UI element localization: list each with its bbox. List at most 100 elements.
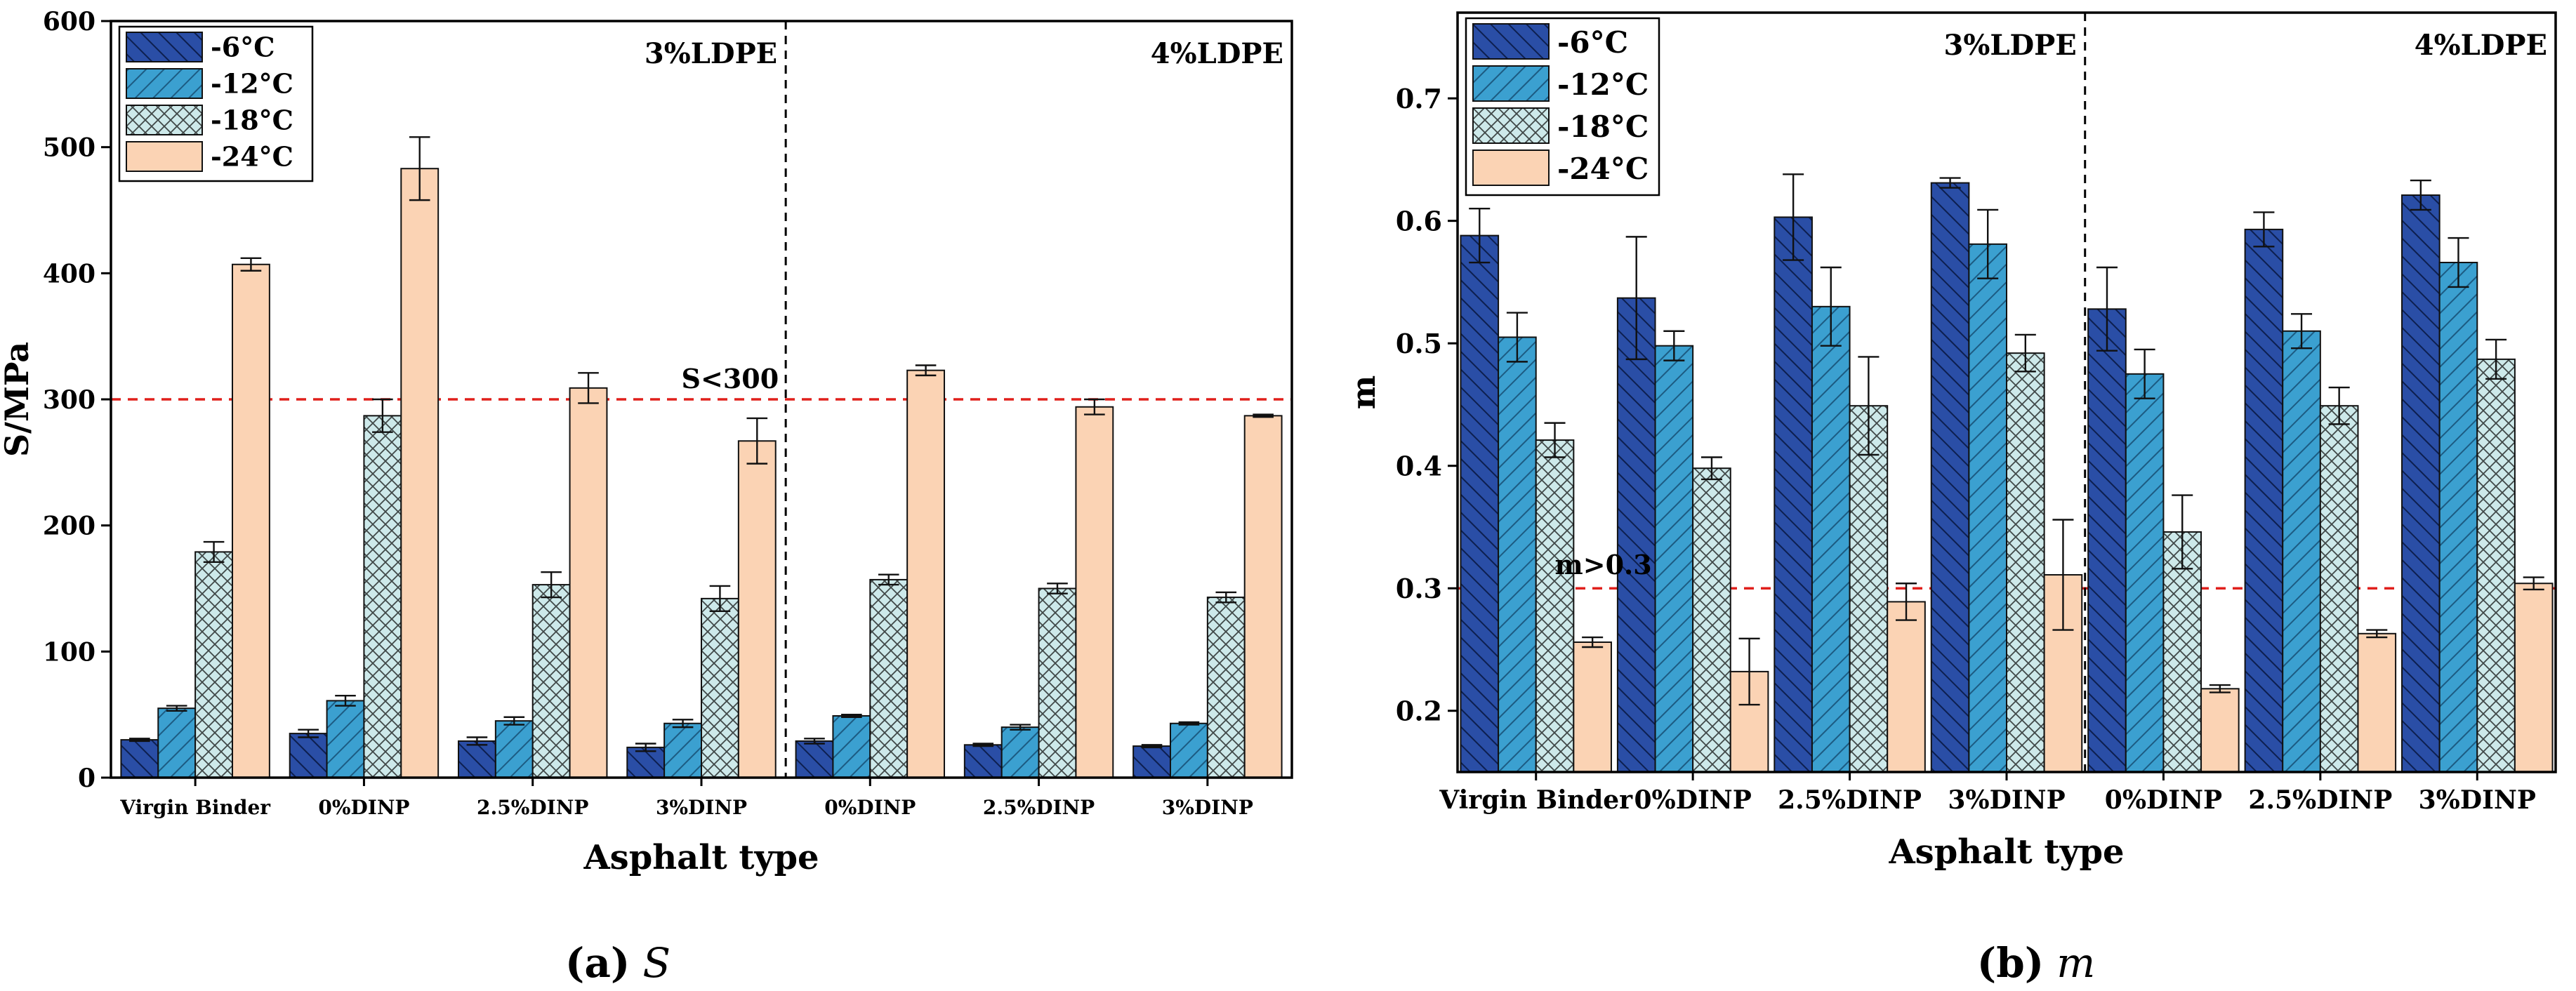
group-label: 4%LDPE: [1151, 37, 1283, 70]
bar-hatch-fwd: [663, 722, 703, 778]
bar-cross: [1692, 467, 1731, 773]
legend-swatch: [126, 68, 203, 99]
legend-swatch: [1472, 65, 1550, 102]
x-tick-label: 0%DINP: [1634, 785, 1751, 815]
y-tick-label: 0.5: [1396, 328, 1442, 359]
bar-cross: [194, 551, 234, 778]
x-tick-label: 2.5%DINP: [1778, 785, 1922, 815]
bar-cross: [1038, 587, 1077, 778]
bar-hatch-back: [1132, 745, 1171, 779]
y-tick-label: 600: [43, 7, 95, 36]
bar-hatch-fwd: [157, 707, 197, 779]
bar-hatch-fwd: [326, 700, 365, 778]
legend-label: -24°C: [211, 140, 293, 172]
panel-caption: (a) S: [565, 939, 671, 987]
bar-hatch-back: [289, 733, 328, 779]
x-tick-label: 0%DINP: [318, 796, 409, 819]
bar-hatch-back: [2087, 308, 2127, 773]
bar-hatch-back: [1774, 216, 1813, 773]
legend-label: -18°C: [211, 104, 293, 135]
bar-solid: [2200, 688, 2240, 773]
legend-swatch: [126, 141, 203, 172]
legend-label: -6°C: [1557, 25, 1628, 60]
bar-cross: [1849, 405, 1889, 773]
x-tick-label: 3%DINP: [1162, 796, 1253, 819]
bar-hatch-fwd: [1169, 722, 1208, 778]
bar-hatch-fwd: [1654, 345, 1694, 773]
legend-label: -18°C: [1557, 109, 1649, 144]
x-axis-title: Asphalt type: [1888, 832, 2124, 872]
y-tick-label: 0.6: [1396, 205, 1442, 237]
bar-hatch-fwd: [1498, 336, 1537, 773]
x-tick-label: 2.5%DINP: [2248, 785, 2392, 815]
bar-hatch-back: [457, 740, 496, 778]
panel-caption-symbol: S: [642, 939, 671, 987]
y-tick-label: 0.7: [1396, 83, 1442, 114]
bar-hatch-fwd: [1000, 726, 1040, 778]
bar-hatch-back: [1930, 182, 1970, 773]
x-tick-label: 0%DINP: [824, 796, 916, 819]
legend-label: -12°C: [1557, 67, 1649, 102]
bar-cross: [363, 415, 402, 778]
x-tick-label: 3%DINP: [2419, 785, 2536, 815]
bar-hatch-back: [120, 739, 159, 778]
bar-hatch-back: [2244, 228, 2284, 773]
y-tick-label: 0.4: [1396, 450, 1442, 481]
bar-hatch-back: [963, 744, 1003, 778]
bar-solid: [400, 168, 440, 778]
group-label: 3%LDPE: [1943, 29, 2076, 62]
bar-solid: [1075, 406, 1114, 778]
group-label: 4%LDPE: [2415, 29, 2547, 62]
bar-cross: [701, 597, 739, 779]
bar-cross: [2162, 531, 2202, 773]
x-tick-label: Virgin Binder: [1439, 785, 1633, 815]
y-tick-label: 200: [43, 512, 95, 541]
x-tick-label: 3%DINP: [1948, 785, 2065, 815]
x-axis-title: Asphalt type: [583, 838, 819, 877]
bar-hatch-fwd: [832, 714, 871, 778]
threshold-label: S<300: [682, 363, 779, 394]
y-tick-label: 0.2: [1396, 695, 1442, 726]
bar-cross: [2319, 405, 2359, 773]
y-tick-label: 300: [43, 385, 95, 415]
bar-cross: [2006, 352, 2045, 773]
legend-swatch: [126, 105, 203, 135]
bar-hatch-fwd: [2282, 330, 2321, 773]
bar-solid: [2514, 583, 2554, 773]
y-tick-label: 400: [43, 259, 95, 288]
legend-swatch: [1472, 23, 1550, 60]
y-tick-label: 0: [78, 764, 95, 793]
bar-solid: [737, 440, 777, 778]
bar-hatch-back: [1616, 297, 1656, 773]
legend-swatch: [126, 32, 203, 62]
y-tick-label: 0.3: [1396, 573, 1442, 604]
bar-cross: [1535, 439, 1575, 773]
legend-label: -12°C: [211, 67, 293, 99]
bar-hatch-fwd: [2125, 373, 2165, 773]
bar-solid: [1887, 601, 1926, 773]
bar-solid: [1243, 415, 1283, 778]
bar-cross: [869, 578, 909, 778]
panel-caption-label: (a): [565, 939, 630, 987]
x-tick-label: 3%DINP: [656, 796, 747, 819]
bar-solid: [232, 263, 270, 778]
x-tick-label: 0%DINP: [2105, 785, 2222, 815]
panel-s-chart: 0 100 200 300 400 500 600 Virgin Binder 0%DINP 2.…: [0, 7, 1293, 987]
bar-cross: [531, 584, 571, 778]
y-axis-title: m: [1345, 375, 1382, 410]
bar-hatch-fwd: [1811, 305, 1851, 773]
bar-solid: [569, 387, 608, 778]
panel-caption-label: (b): [1977, 939, 2044, 987]
bar-solid: [1573, 641, 1612, 773]
bar-hatch-back: [2401, 194, 2440, 773]
y-tick-label: 100: [43, 637, 95, 667]
legend-swatch: [1472, 107, 1550, 144]
y-axis-title: S/MPa: [0, 342, 36, 457]
legend-label: -6°C: [211, 31, 275, 62]
bar-cross: [1206, 597, 1246, 778]
bar-hatch-fwd: [2438, 262, 2478, 773]
x-tick-label: 2.5%DINP: [983, 796, 1095, 819]
bar-solid: [906, 369, 946, 778]
